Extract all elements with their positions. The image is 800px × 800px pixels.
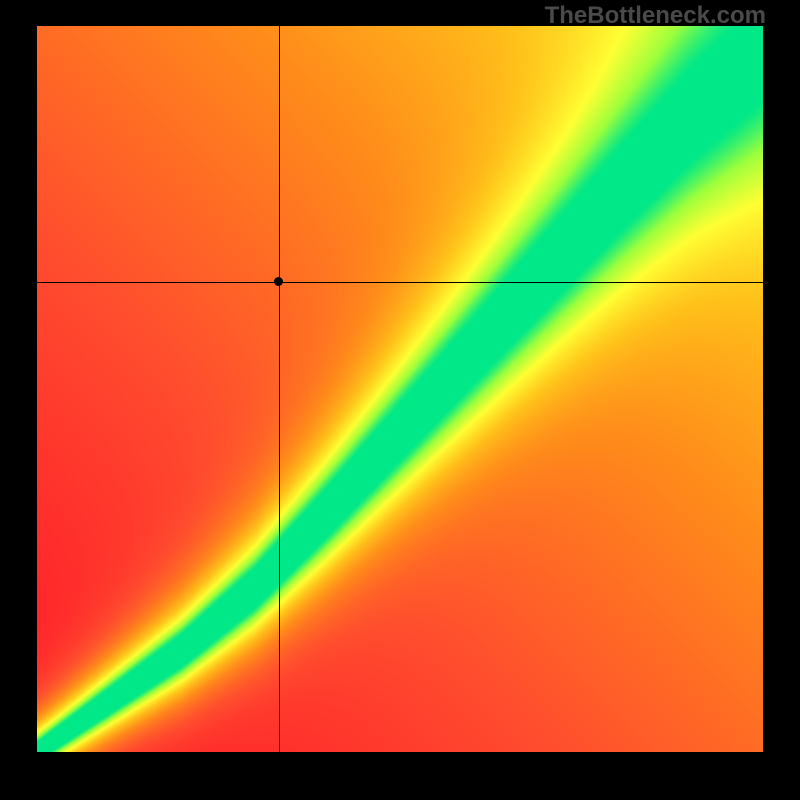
plot-area [37,26,763,752]
heatmap-canvas [37,26,763,752]
crosshair-vertical [279,26,280,752]
crosshair-horizontal [37,282,763,283]
attribution-watermark: TheBottleneck.com [545,2,766,30]
